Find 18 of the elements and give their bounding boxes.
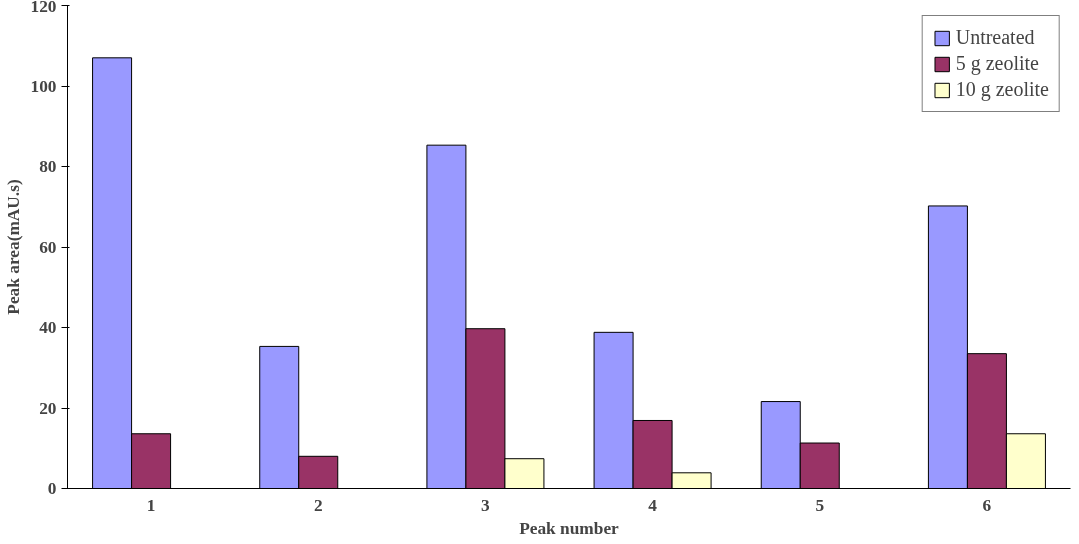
y-tick-label: 0 [47,479,57,498]
x-tick-label: 6 [982,495,992,515]
y-tick-label: 60 [39,237,57,257]
x-tick-label: 4 [648,495,658,515]
y-tick-label: 80 [39,157,57,176]
y-tick-label: 100 [30,76,57,96]
y-tick-label: 20 [39,398,57,418]
x-tick-label: 2 [313,495,323,515]
x-axis-title: Peak number [519,518,620,538]
y-axis-title: Peak area(mAU.s) [3,179,23,315]
x-tick-label: 1 [146,495,156,515]
y-tick-label: 40 [39,318,57,337]
x-tick-label: 3 [481,495,491,515]
legend-label: 5 g zeolite [955,52,1039,75]
y-tick-label: 120 [30,0,57,16]
legend-label: 10 g zeolite [955,78,1049,101]
x-tick-label: 5 [815,495,825,515]
legend-label: Untreated [955,26,1035,49]
